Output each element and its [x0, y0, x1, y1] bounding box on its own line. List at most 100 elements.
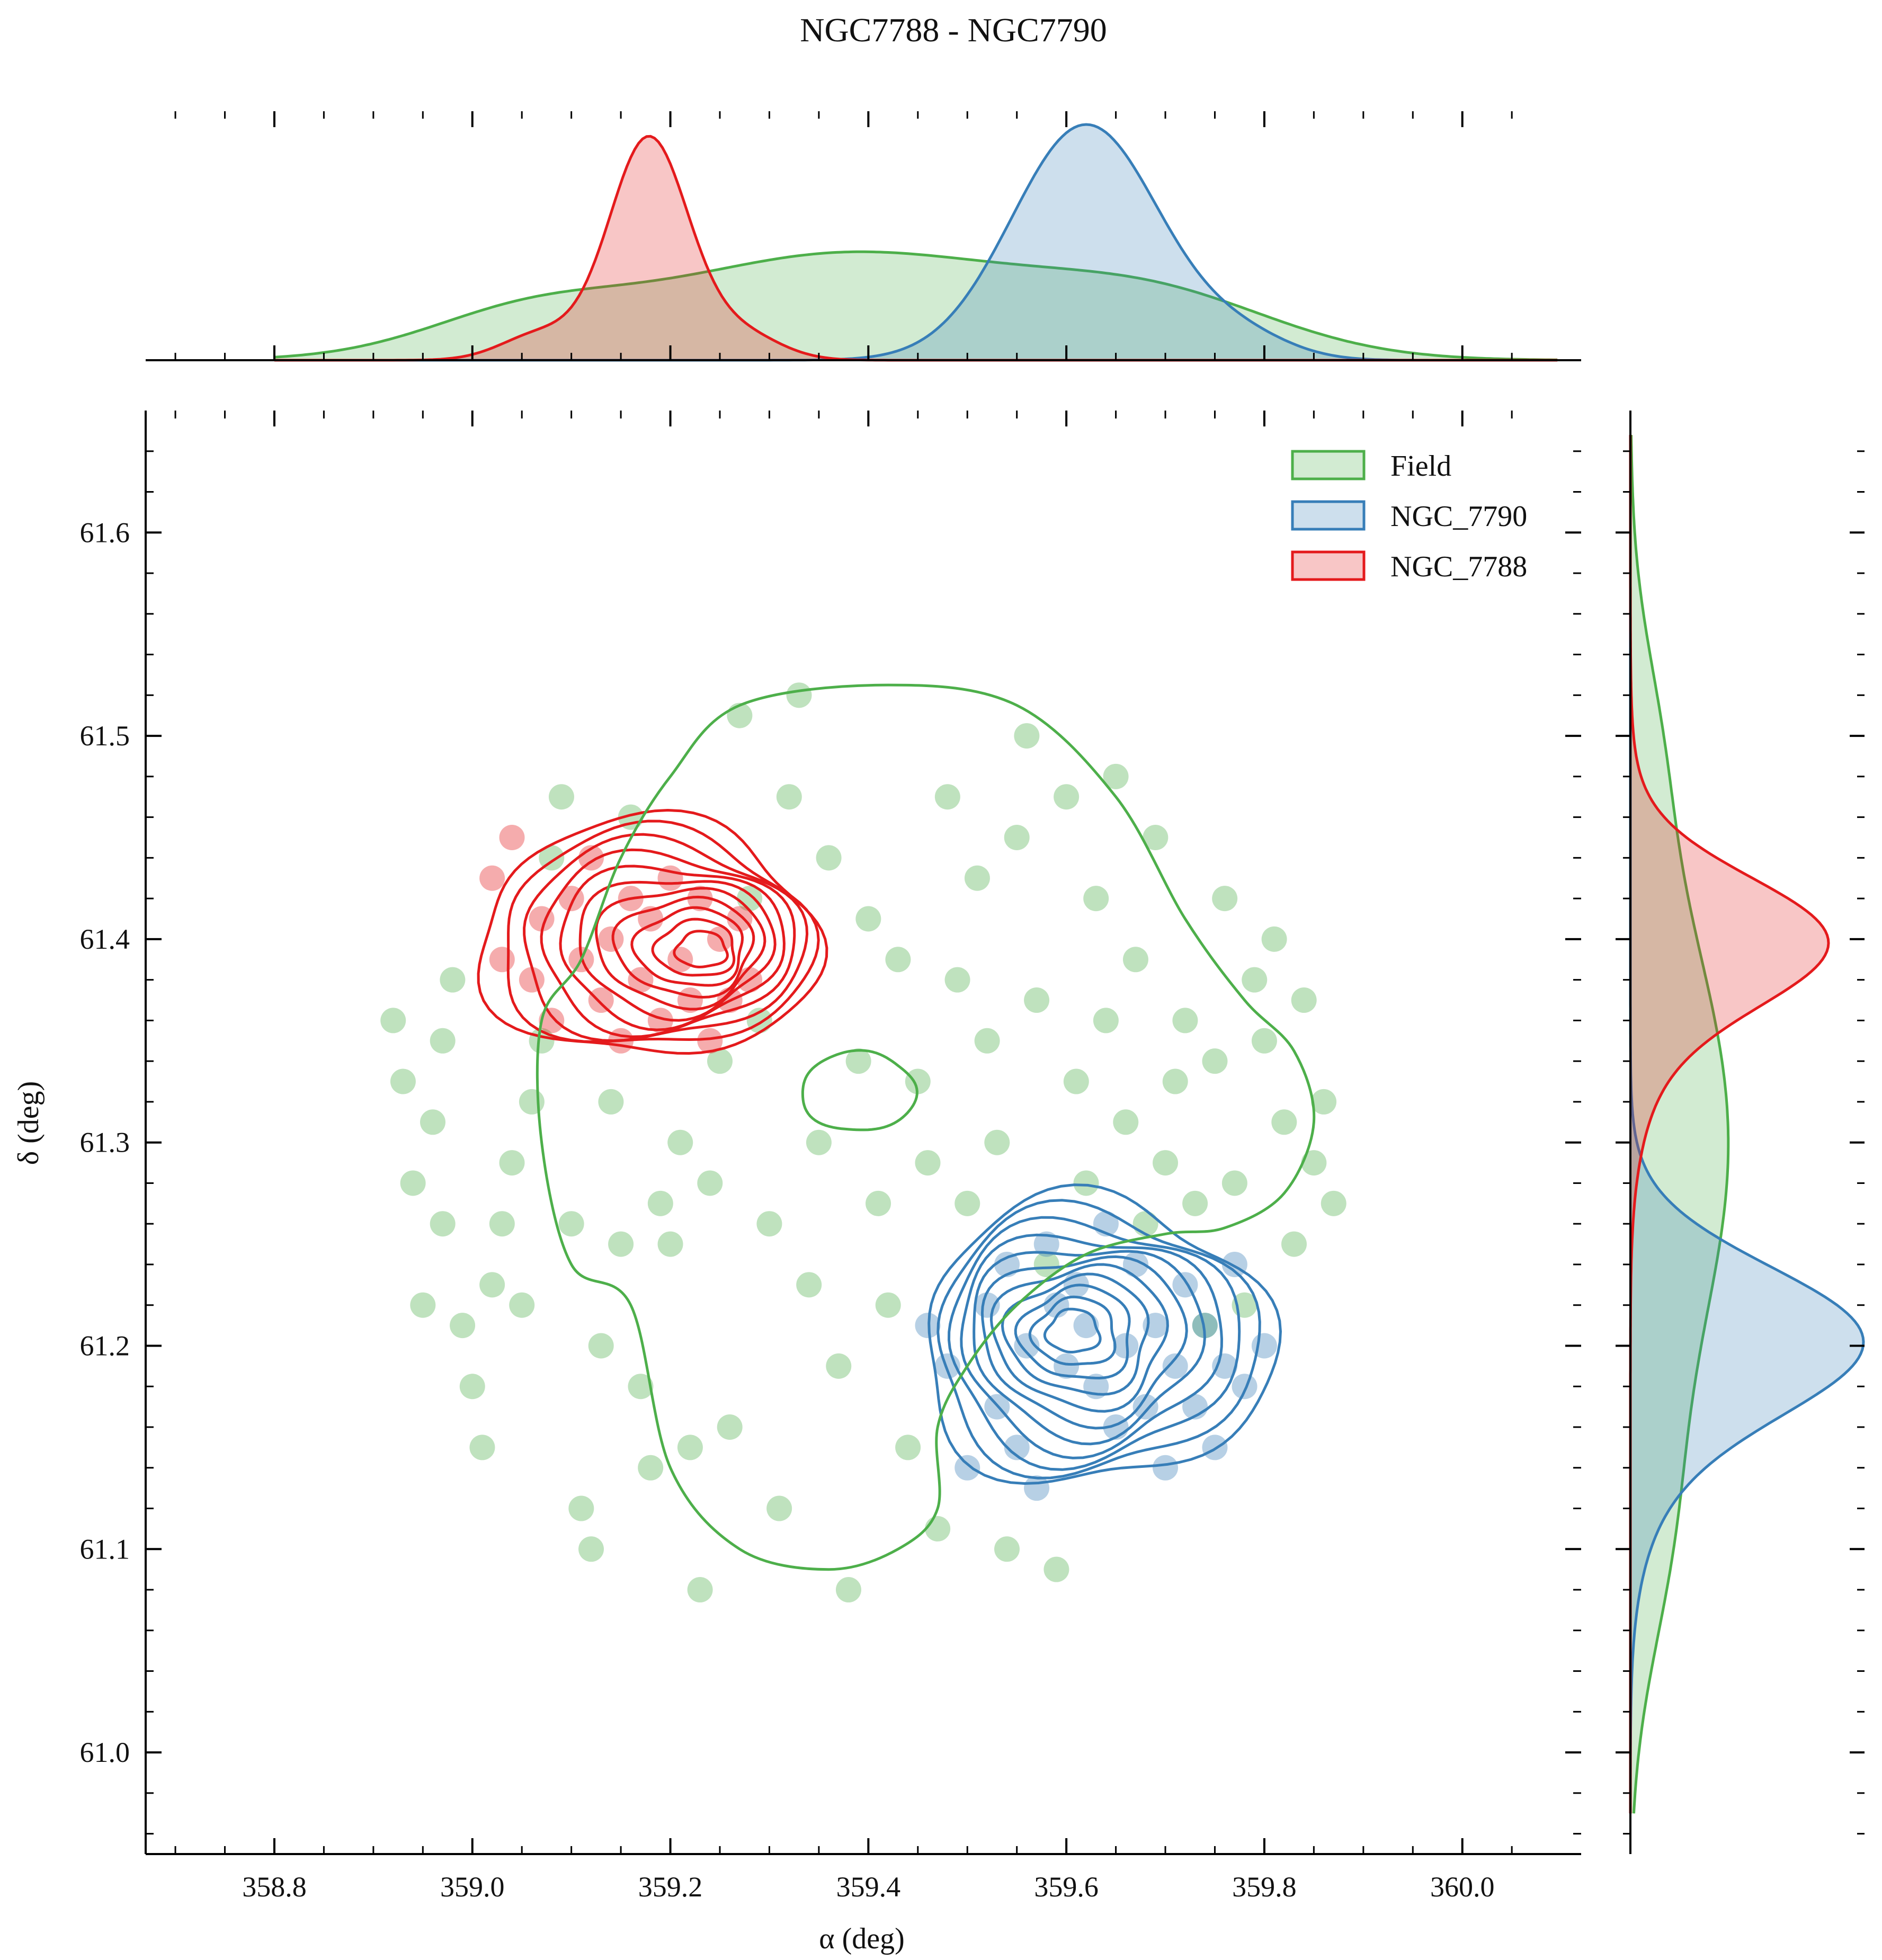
contour-line	[947, 1216, 1241, 1471]
scatter-point	[647, 1190, 673, 1216]
scatter-point	[974, 1028, 1000, 1054]
scatter-point	[539, 1008, 565, 1034]
scatter-point	[588, 1333, 614, 1359]
scatter-point	[786, 682, 812, 708]
contour-line	[1001, 1272, 1150, 1396]
scatter-point	[687, 1577, 713, 1603]
scatter-point	[380, 1008, 406, 1034]
contour-line	[1043, 1307, 1102, 1353]
scatter-point	[885, 947, 911, 973]
contour-line	[973, 1250, 1206, 1446]
contour-line	[989, 1263, 1169, 1413]
scatter-point	[469, 1435, 495, 1460]
x-tick-label: 359.0	[440, 1871, 505, 1903]
scatter-point	[657, 1231, 683, 1257]
scatter-point	[499, 824, 525, 850]
scatter-point	[509, 1292, 535, 1318]
scatter-point	[1301, 1150, 1327, 1176]
scatter-point	[608, 1231, 634, 1257]
contour-line	[980, 1255, 1188, 1430]
y-tick-label: 61.1	[80, 1533, 130, 1565]
contour-line	[559, 865, 786, 1031]
y-tick-label: 61.2	[80, 1330, 130, 1361]
scatter-point	[835, 1577, 861, 1603]
scatter-point	[1063, 1068, 1089, 1094]
scatter-point	[1261, 926, 1287, 952]
scatter-point	[489, 1211, 515, 1237]
legend-swatch	[1291, 450, 1366, 480]
x-axis-label: α (deg)	[819, 1922, 905, 1955]
scatter-point	[1033, 1231, 1059, 1257]
scatter-point	[964, 865, 990, 891]
scatter-point	[578, 1536, 604, 1562]
contour-line	[523, 833, 809, 1043]
y-axis-label: δ (deg)	[12, 1081, 45, 1165]
x-tick-label: 359.2	[638, 1871, 703, 1903]
contour-line	[540, 848, 796, 1038]
chart-title: NGC7788 - NGC7790	[800, 11, 1107, 49]
scatter-point	[1162, 1068, 1188, 1094]
scatter-point	[420, 1109, 445, 1135]
scatter-point	[1311, 1089, 1337, 1115]
scatter-point	[1024, 987, 1050, 1013]
x-tick-label: 359.6	[1034, 1871, 1099, 1903]
scatter-point	[647, 1008, 673, 1034]
scatter-point	[1113, 1333, 1139, 1359]
scatter-point	[1132, 1394, 1158, 1420]
scatter-point	[1122, 947, 1148, 973]
scatter-point	[1242, 967, 1268, 993]
scatter-point	[390, 1068, 416, 1094]
scatter-point	[1202, 1048, 1228, 1074]
scatter-point	[855, 906, 881, 932]
scatter-point	[1172, 1008, 1198, 1034]
scatter-point	[598, 1089, 624, 1115]
scatter-point	[440, 967, 466, 993]
scatter-point	[766, 1495, 792, 1521]
scatter-point	[410, 1292, 436, 1318]
contour-line	[801, 1049, 918, 1132]
scatter-point	[1033, 1251, 1059, 1277]
top-density-line	[274, 250, 1558, 361]
y-tick-label: 61.5	[80, 720, 130, 752]
scatter-point	[430, 1028, 456, 1054]
legend-label: NGC_7790	[1390, 500, 1527, 533]
density-contours	[477, 683, 1316, 1571]
scatter-point	[756, 1211, 782, 1237]
legend-label: NGC_7788	[1390, 550, 1527, 583]
scatter-point	[499, 1150, 525, 1176]
scatter-point	[1321, 1190, 1346, 1216]
scatter-point	[1073, 1170, 1099, 1196]
scatter-point	[717, 1414, 743, 1440]
scatter-point	[955, 1190, 980, 1216]
contour-line	[960, 1233, 1224, 1459]
scatter-point	[934, 784, 960, 810]
scatter-point	[1251, 1028, 1277, 1054]
y-tick-label: 61.3	[80, 1127, 130, 1159]
scatter-point	[796, 1272, 822, 1298]
scatter-point	[875, 1292, 901, 1318]
contour-line	[630, 906, 744, 987]
x-tick-label: 358.8	[242, 1871, 307, 1903]
scatter-point	[1232, 1374, 1257, 1400]
scatter-point	[697, 1028, 723, 1054]
legend-swatch	[1291, 550, 1366, 581]
scatter-point	[1113, 1109, 1139, 1135]
scatter-point	[1143, 824, 1169, 850]
scatter-point	[677, 1435, 703, 1460]
scatter-point	[1103, 763, 1129, 789]
contour-line	[578, 880, 777, 1022]
contour-line	[1028, 1295, 1117, 1366]
scatter-point	[955, 1455, 980, 1481]
contour-line	[673, 930, 729, 969]
scatter-point	[558, 1211, 584, 1237]
scatter-point	[1182, 1190, 1208, 1216]
scatter-point	[598, 926, 624, 952]
scatter-point	[895, 1435, 921, 1460]
y-tick-label: 61.0	[80, 1736, 130, 1768]
scatter-point	[628, 1374, 654, 1400]
contour-line	[1014, 1284, 1131, 1380]
scatter-point	[548, 784, 574, 810]
contour-line	[595, 887, 766, 1011]
scatter-point	[1192, 1313, 1218, 1339]
